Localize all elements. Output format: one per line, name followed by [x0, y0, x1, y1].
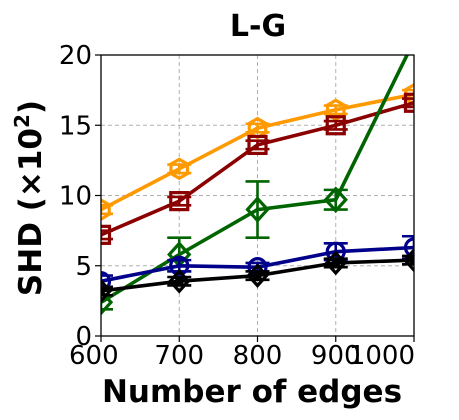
chart-title: L-G	[230, 9, 286, 44]
marker-diamond	[245, 196, 270, 223]
cross-stroke	[407, 253, 414, 263]
diamond-marker	[245, 196, 270, 223]
x-tick-label: 600	[69, 341, 119, 371]
marker-x-diamond	[324, 250, 347, 276]
cross-stroke	[173, 275, 186, 288]
square-marker	[247, 134, 268, 156]
hexagon-marker	[404, 82, 414, 106]
hexagon-marker	[325, 98, 346, 122]
x-axis-label: Number of edges	[102, 374, 402, 410]
diamond-marker	[323, 186, 348, 214]
marker-hexagon	[325, 98, 346, 122]
marker-square	[325, 115, 346, 136]
y-axis-label-main: SHD (×10	[13, 128, 49, 296]
x-tick-label: 700	[154, 341, 204, 371]
square-marker	[325, 115, 346, 136]
series-5	[101, 247, 414, 304]
y-tick-label: 5	[75, 252, 92, 282]
marker-square	[403, 92, 414, 113]
marker-x-diamond	[246, 263, 269, 288]
diamond-marker	[402, 247, 414, 273]
marker-circle	[169, 255, 190, 276]
hexagon-marker	[101, 198, 111, 221]
marker-hexagon	[169, 157, 190, 181]
marker-square	[101, 224, 112, 245]
x-tick-label: 800	[233, 341, 283, 371]
hexagon-marker	[169, 157, 190, 181]
square-marker	[169, 191, 190, 212]
x-tick-label: 1000	[349, 341, 415, 371]
square-marker	[101, 224, 112, 245]
circle-marker	[403, 237, 414, 258]
marker-square	[247, 134, 268, 156]
diamond-marker	[101, 278, 113, 304]
marker-hexagon	[101, 198, 111, 221]
y-tick-label: 20	[59, 41, 92, 71]
y-axis-label-close: )	[13, 100, 49, 114]
y-axis-label-sup: 2	[10, 114, 34, 128]
diamond-marker	[168, 268, 191, 294]
y-tick-label: 0	[75, 322, 92, 352]
marker-x-diamond	[402, 247, 414, 273]
cross-stroke	[101, 288, 108, 298]
cross-stroke	[329, 256, 342, 270]
cross-stroke	[251, 269, 264, 282]
circle-marker	[169, 255, 190, 276]
marker-circle	[403, 237, 414, 258]
marker-circle	[101, 271, 112, 292]
y-tick-label: 15	[59, 111, 92, 141]
square-marker	[403, 92, 414, 113]
marker-x-diamond	[101, 278, 113, 304]
y-tick-label: 10	[59, 182, 92, 212]
cross-stroke	[101, 284, 108, 294]
marker-x-diamond	[168, 268, 191, 294]
marker-square	[169, 191, 190, 212]
marker-diamond	[101, 288, 114, 316]
diamond-marker	[324, 250, 347, 276]
circle-marker	[101, 271, 112, 292]
marker-hexagon	[404, 82, 414, 106]
diamond-marker	[101, 288, 114, 316]
cross-stroke	[407, 257, 414, 267]
marker-diamond	[323, 186, 348, 214]
diamond-marker	[246, 263, 269, 288]
y-axis-label: SHD (×102)	[10, 100, 49, 296]
x-tick-label: 900	[311, 341, 361, 371]
series-2	[101, 92, 414, 245]
series-layer	[101, 55, 414, 316]
